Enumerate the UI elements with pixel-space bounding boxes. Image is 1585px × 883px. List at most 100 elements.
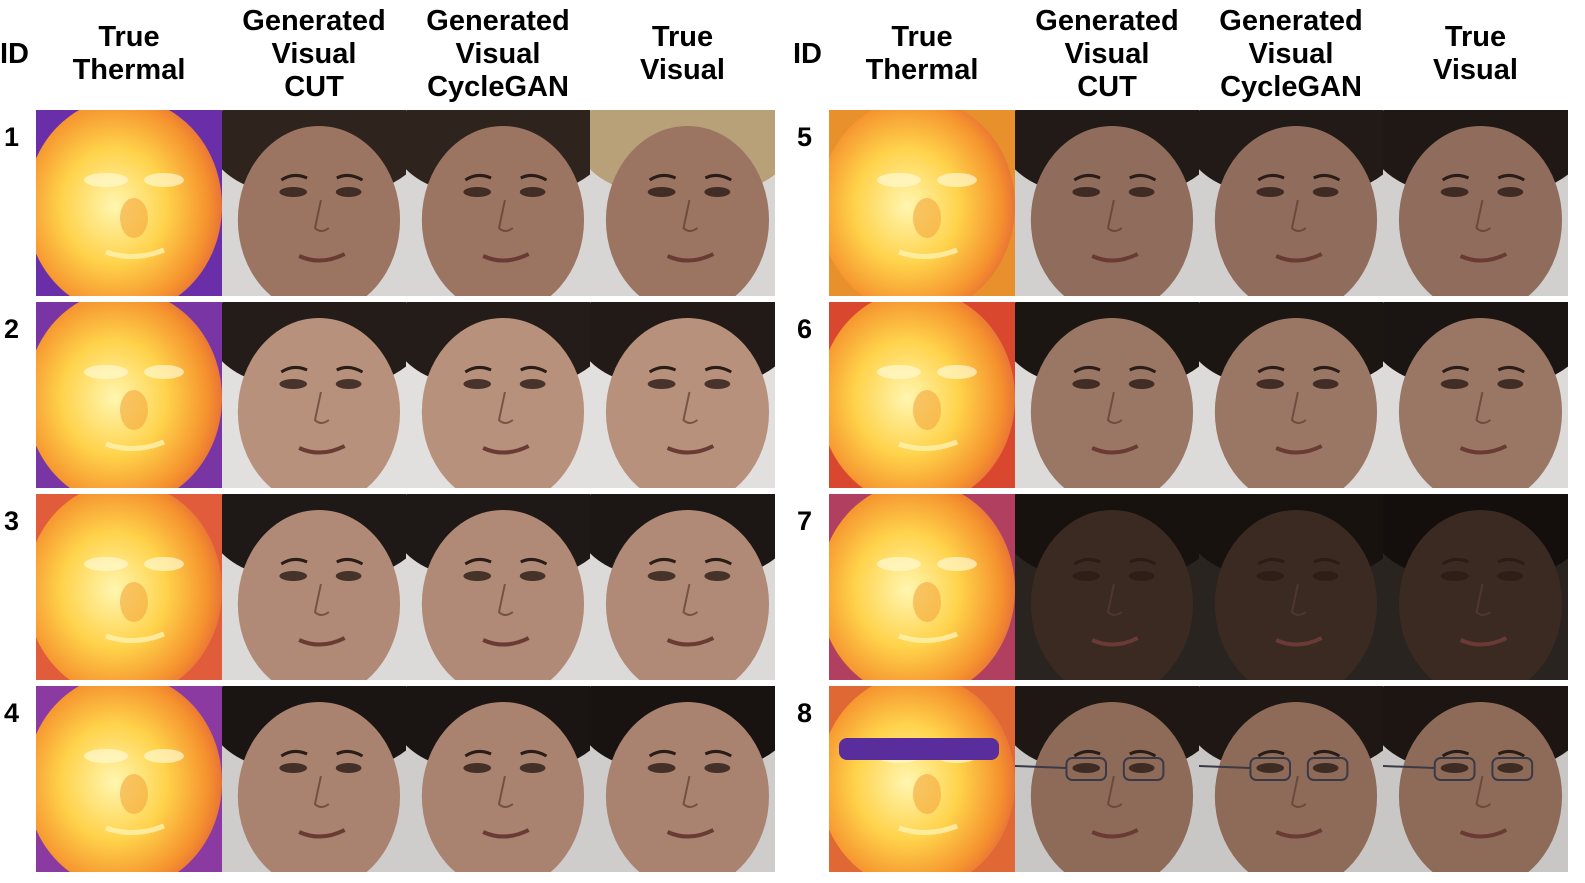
true-visual-image-graphic: [1383, 110, 1568, 296]
figure-row: 8: [793, 686, 1568, 872]
generated-visual-cut-image: [222, 302, 406, 488]
header-id: ID: [0, 0, 36, 108]
true-visual-image-graphic: [1383, 302, 1568, 488]
header-generated-cyclegan-line: Generated: [1219, 4, 1363, 37]
true-thermal-image-graphic: [36, 686, 222, 872]
true-visual-image: [590, 302, 775, 488]
row-id: 1: [4, 122, 20, 152]
generated-visual-cyclegan-image: [406, 302, 590, 488]
generated-visual-cyclegan-image: [1199, 686, 1383, 872]
true-thermal-image-graphic: [829, 686, 1015, 872]
generated-visual-cyclegan-image: [1199, 110, 1383, 296]
generated-visual-cyclegan-image: [406, 110, 590, 296]
row-id: 7: [797, 506, 813, 536]
header-generated-cyclegan-line: CycleGAN: [427, 70, 569, 103]
true-visual-image: [590, 686, 775, 872]
true-thermal-image-graphic: [829, 110, 1015, 296]
true-thermal-image-graphic: [36, 110, 222, 296]
true-thermal-image-graphic: [36, 494, 222, 680]
figure-row: 2: [0, 302, 775, 488]
generated-visual-cut-image-graphic: [1015, 110, 1199, 296]
generated-visual-cut-image: [1015, 110, 1199, 296]
figure-row: 7: [793, 494, 1568, 680]
generated-visual-cut-image-graphic: [1015, 686, 1199, 872]
true-visual-image: [590, 110, 775, 296]
left-panel: ID True Thermal Generated Visual CUT Generated…: [0, 0, 775, 883]
generated-visual-cut-image: [222, 110, 406, 296]
generated-visual-cut-image-graphic: [222, 494, 406, 680]
generated-visual-cut-image-graphic: [1015, 494, 1199, 680]
generated-visual-cyclegan-image: [406, 494, 590, 680]
header-true-visual-line: Visual: [640, 54, 725, 86]
header-true-visual-line: Visual: [1433, 54, 1518, 86]
header-generated-cut-line: CUT: [1077, 70, 1137, 103]
true-visual-image-graphic: [590, 110, 775, 296]
header-true-visual: True Visual: [590, 0, 775, 108]
header-true-visual-line: True: [651, 21, 714, 53]
true-thermal-image: [36, 494, 222, 680]
generated-visual-cut-image: [1015, 302, 1199, 488]
row-id: 8: [797, 698, 813, 728]
header-true-visual: True Visual: [1383, 0, 1568, 108]
header-generated-cut-line: Visual: [271, 37, 357, 70]
generated-visual-cyclegan-image-graphic: [1199, 110, 1383, 296]
header-generated-cyclegan: Generated Visual CycleGAN: [1199, 0, 1383, 108]
true-thermal-image: [36, 686, 222, 872]
row-id: 2: [4, 314, 20, 344]
header-true-thermal-line: Thermal: [72, 54, 186, 86]
header-generated-cyclegan-line: CycleGAN: [1220, 70, 1362, 103]
row-id: 3: [4, 506, 20, 536]
header-generated-cut-line: Generated: [1035, 4, 1179, 37]
generated-visual-cut-image-graphic: [1015, 302, 1199, 488]
true-visual-image-graphic: [590, 494, 775, 680]
figure-row: 6: [793, 302, 1568, 488]
generated-visual-cut-image-graphic: [222, 686, 406, 872]
header-id-line: ID: [0, 37, 29, 70]
figure-row: 4: [0, 686, 775, 872]
true-thermal-image: [36, 302, 222, 488]
header-true-thermal-line: Thermal: [865, 54, 979, 86]
true-thermal-image: [829, 686, 1015, 872]
header-generated-cyclegan-line: Visual: [455, 37, 541, 70]
true-thermal-image-graphic: [36, 302, 222, 488]
generated-visual-cyclegan-image: [1199, 494, 1383, 680]
header-generated-cyclegan-line: Generated: [426, 4, 570, 37]
generated-visual-cut-image-graphic: [222, 110, 406, 296]
true-thermal-image: [829, 302, 1015, 488]
figure-row: 1: [0, 110, 775, 296]
header-true-thermal: True Thermal: [829, 0, 1015, 108]
figure-row: 5: [793, 110, 1568, 296]
row-id: 4: [4, 698, 20, 728]
generated-visual-cyclegan-image-graphic: [406, 110, 590, 296]
header-true-visual-line: True: [1444, 21, 1507, 53]
true-thermal-image-graphic: [829, 302, 1015, 488]
generated-visual-cyclegan-image: [1199, 302, 1383, 488]
true-visual-image: [1383, 302, 1568, 488]
row-id: 6: [797, 314, 813, 344]
header-generated-cut: Generated Visual CUT: [222, 0, 406, 108]
figure-row: 3: [0, 494, 775, 680]
true-visual-image-graphic: [1383, 686, 1568, 872]
true-thermal-image: [829, 110, 1015, 296]
true-visual-image: [590, 494, 775, 680]
true-visual-image-graphic: [1383, 494, 1568, 680]
generated-visual-cut-image: [222, 686, 406, 872]
generated-visual-cut-image: [1015, 494, 1199, 680]
true-visual-image: [1383, 494, 1568, 680]
header-generated-cyclegan-line: Visual: [1248, 37, 1334, 70]
generated-visual-cut-image: [222, 494, 406, 680]
generated-visual-cut-image-graphic: [222, 302, 406, 488]
generated-visual-cyclegan-image-graphic: [1199, 686, 1383, 872]
true-visual-image-graphic: [590, 302, 775, 488]
true-visual-image-graphic: [590, 686, 775, 872]
header-true-thermal-line: True: [98, 21, 160, 53]
true-visual-image: [1383, 686, 1568, 872]
generated-visual-cut-image: [1015, 686, 1199, 872]
true-thermal-image: [36, 110, 222, 296]
header-true-thermal-line: True: [891, 21, 953, 53]
header-generated-cyclegan: Generated Visual CycleGAN: [406, 0, 590, 108]
header-true-thermal: True Thermal: [36, 0, 222, 108]
header-generated-cut-line: Generated: [242, 4, 386, 37]
header-generated-cut: Generated Visual CUT: [1015, 0, 1199, 108]
generated-visual-cyclegan-image-graphic: [1199, 494, 1383, 680]
